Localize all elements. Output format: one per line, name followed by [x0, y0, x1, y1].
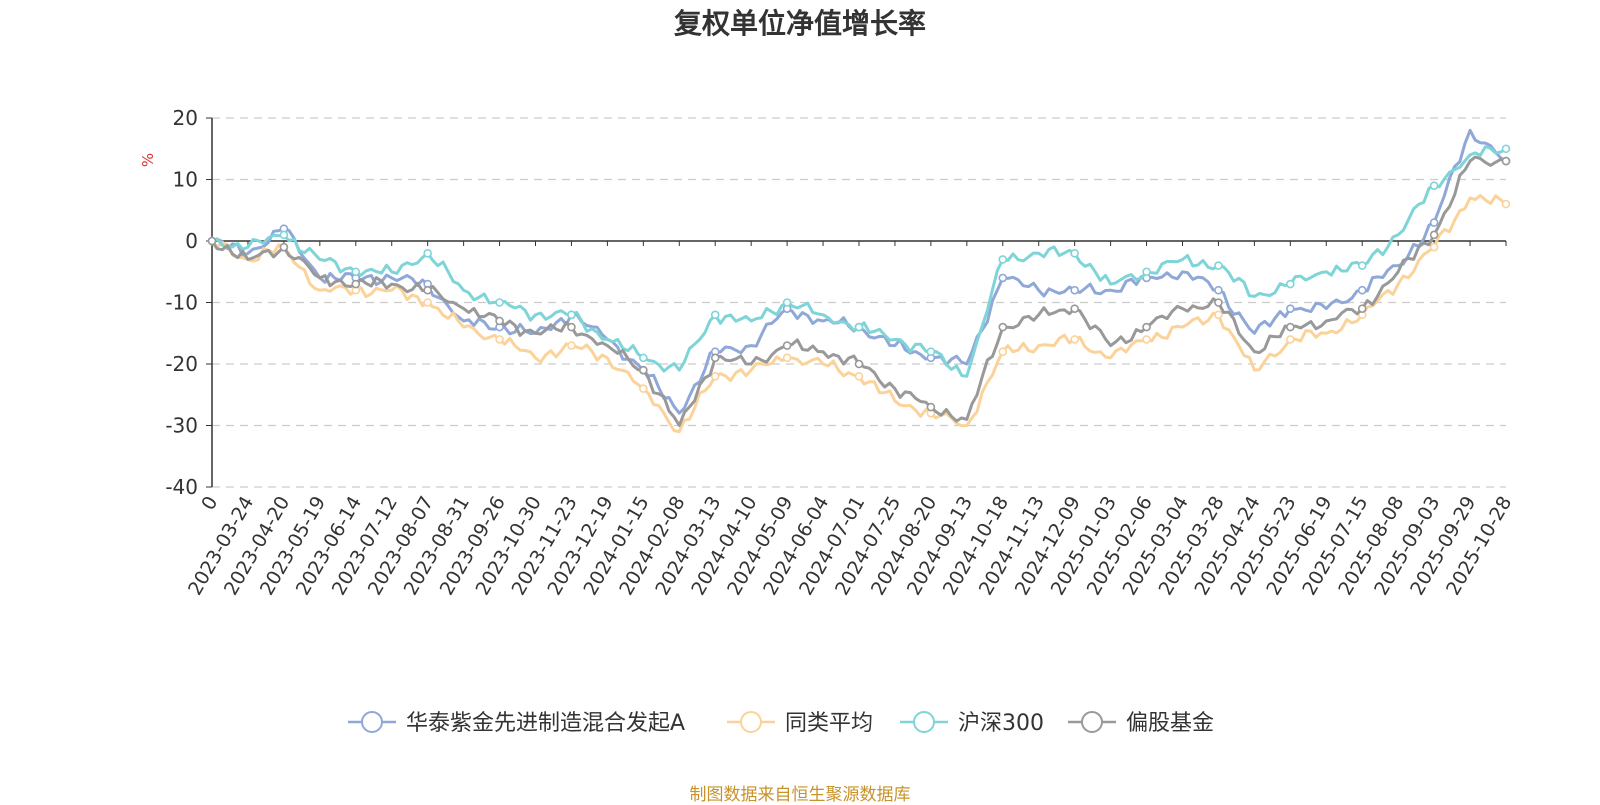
- data-point: [1501, 156, 1511, 166]
- data-point: [1070, 304, 1079, 313]
- y-axis-label: %: [139, 153, 157, 167]
- data-point: [854, 359, 864, 369]
- data-point: [998, 255, 1008, 264]
- series-2: [207, 144, 1511, 378]
- legend-marker: [740, 711, 762, 733]
- data-point: [567, 322, 576, 332]
- data-point: [279, 242, 289, 252]
- data-point: [854, 322, 864, 332]
- x-tick-labels: 02023-03-242023-04-202023-05-192023-06-1…: [184, 492, 1516, 599]
- data-point: [639, 384, 648, 393]
- data-point: [1214, 285, 1223, 295]
- data-point: [1214, 261, 1223, 270]
- legend-label: 偏股基金: [1126, 711, 1214, 736]
- data-point: [495, 335, 504, 344]
- y-tick-label: 0: [185, 229, 198, 253]
- data-point: [495, 298, 504, 307]
- data-point: [1142, 335, 1151, 344]
- data-point: [639, 365, 648, 375]
- legend-item: 沪深300: [900, 711, 1044, 736]
- legend-label: 华泰紫金先进制造混合发起A: [406, 711, 685, 736]
- data-point: [1501, 144, 1511, 154]
- data-point: [639, 353, 648, 363]
- data-point: [926, 347, 936, 357]
- data-point: [782, 298, 792, 307]
- data-point: [710, 310, 720, 320]
- data-point: [782, 341, 792, 350]
- y-tick-label: 10: [173, 168, 198, 192]
- series-line: [210, 155, 1507, 427]
- data-point: [1429, 181, 1439, 190]
- legend-marker: [913, 711, 935, 733]
- x-tick-label: 0: [197, 493, 222, 514]
- data-point: [1357, 285, 1367, 295]
- grid-lines: [212, 117, 1506, 488]
- series-lines: [207, 128, 1511, 434]
- data-point: [998, 273, 1008, 283]
- data-point: [1286, 279, 1295, 289]
- data-point: [1070, 249, 1079, 258]
- series-1: [207, 194, 1511, 434]
- data-point: [1142, 322, 1151, 332]
- data-point: [1070, 335, 1079, 344]
- data-point: [279, 230, 289, 240]
- data-point: [423, 285, 432, 295]
- data-point: [1286, 335, 1295, 344]
- data-point: [1429, 230, 1439, 240]
- series-3: [207, 155, 1511, 427]
- data-point: [782, 353, 792, 363]
- series-line: [211, 145, 1507, 378]
- y-tick-labels: 20 10 0 -10 -20 -30 -40: [165, 106, 198, 499]
- data-point: [1429, 242, 1439, 252]
- data-point: [854, 371, 864, 381]
- series-line: [210, 194, 1507, 434]
- data-point: [1214, 298, 1223, 307]
- data-point: [1286, 304, 1295, 313]
- data-point: [1142, 267, 1151, 277]
- legend-label: 同类平均: [785, 711, 873, 736]
- series-0: [207, 128, 1511, 415]
- data-point: [495, 316, 504, 326]
- data-point: [351, 279, 361, 289]
- legend-marker: [1081, 711, 1103, 733]
- legend-item: 华泰紫金先进制造混合发起A: [348, 711, 685, 736]
- y-tick-label: -20: [165, 352, 198, 376]
- y-tick-label: -10: [165, 291, 198, 315]
- data-point: [423, 249, 432, 258]
- data-point: [1357, 304, 1367, 313]
- legend-label: 沪深300: [958, 711, 1044, 736]
- y-tick-label: -40: [165, 475, 198, 499]
- data-point: [1070, 285, 1079, 295]
- data-point: [1429, 218, 1439, 227]
- y-tick-label: -30: [165, 414, 198, 438]
- legend-item: 偏股基金: [1068, 711, 1214, 736]
- axes: [206, 117, 1507, 488]
- chart-title: 复权单位净值增长率: [673, 7, 926, 40]
- legend-item: 同类平均: [727, 711, 873, 736]
- data-point: [567, 310, 576, 320]
- series-line: [211, 128, 1507, 415]
- source-note: 制图数据来自恒生聚源数据库: [689, 785, 911, 805]
- data-point: [1501, 199, 1511, 209]
- data-point: [926, 402, 936, 412]
- legend: 华泰紫金先进制造混合发起A 同类平均 沪深300 偏股基金: [348, 711, 1214, 736]
- data-point: [567, 341, 576, 350]
- data-point: [998, 322, 1008, 332]
- data-point: [1214, 310, 1223, 320]
- legend-marker: [361, 711, 383, 733]
- data-point: [351, 267, 361, 277]
- data-point: [710, 371, 720, 381]
- y-tick-label: 20: [173, 106, 198, 130]
- data-point: [998, 347, 1008, 357]
- data-point: [1357, 261, 1367, 270]
- data-point: [207, 236, 217, 246]
- data-point: [1286, 322, 1295, 332]
- data-point: [423, 298, 432, 307]
- data-point: [710, 353, 720, 363]
